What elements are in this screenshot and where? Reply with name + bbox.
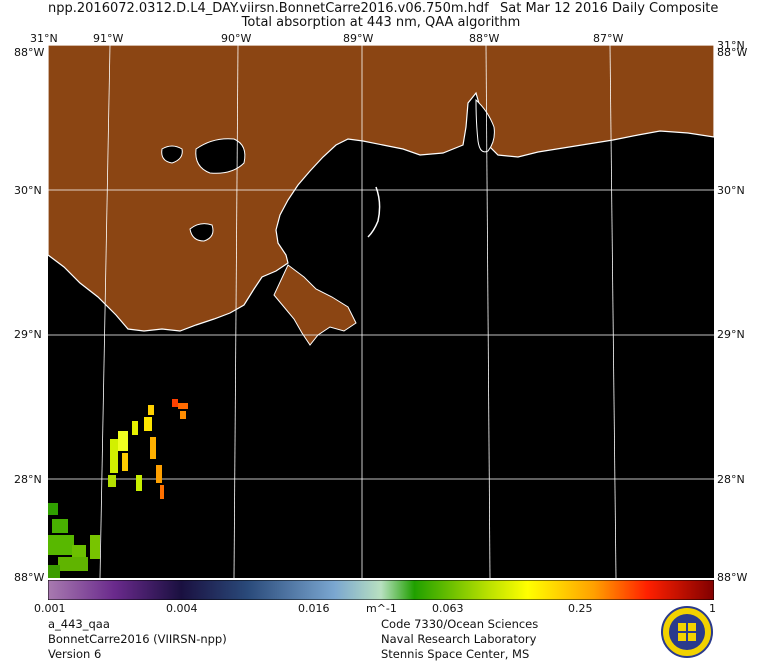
data-swath-low xyxy=(48,503,100,578)
file-name-title: npp.2016072.0312.D.L4_DAY.viirsn.BonnetC… xyxy=(48,1,489,16)
lake-maurepas xyxy=(161,145,183,164)
corner-label-top-right: 88°W xyxy=(717,46,748,59)
barrier-islands xyxy=(367,186,381,238)
lat-label-top-right: 31°N xyxy=(717,39,745,52)
lake-salvador xyxy=(189,223,214,242)
lat-label-29n-right: 29°N xyxy=(717,328,745,341)
colorbar-unit: m^-1 xyxy=(366,602,397,615)
lon-label-87w: 87°W xyxy=(593,32,624,45)
absorption-map xyxy=(48,45,714,578)
dataset-name: BonnetCarre2016 (VIIRSN-npp) xyxy=(48,632,227,646)
colorbar-tick-1: 0.004 xyxy=(166,602,198,615)
lat-label-30n-right: 30°N xyxy=(717,184,745,197)
lon-label-90w: 90°W xyxy=(221,32,252,45)
lat-label-29n-left: 29°N xyxy=(14,328,42,341)
colorbar-tick-5: 1 xyxy=(709,602,716,615)
colorbar-tick-0: 0.001 xyxy=(34,602,66,615)
river-delta xyxy=(273,264,357,346)
product-title: Total absorption at 443 nm, QAA algorith… xyxy=(241,15,521,30)
colorbar-tick-4: 0.25 xyxy=(568,602,593,615)
mobile-bay xyxy=(475,98,495,153)
graticule xyxy=(48,45,714,578)
data-swath-high xyxy=(108,399,188,499)
land-area xyxy=(48,45,714,332)
version-label: Version 6 xyxy=(48,647,102,661)
lon-label-91w: 91°W xyxy=(93,32,124,45)
lake-pontchartrain xyxy=(195,138,246,174)
lon-label-89w: 89°W xyxy=(343,32,374,45)
org-location: Stennis Space Center, MS xyxy=(381,647,530,661)
lat-label-30n-left: 30°N xyxy=(14,184,42,197)
lat-label-28n-right: 28°N xyxy=(717,473,745,486)
lat-label-top-left: 31°N xyxy=(30,32,58,45)
nrl-seal-logo xyxy=(661,606,713,658)
colorbar-tick-3: 0.063 xyxy=(432,602,464,615)
corner-label-top-left: 88°W xyxy=(14,46,45,59)
org-code: Code 7330/Ocean Sciences xyxy=(381,617,539,631)
lat-label-28n-left: 28°N xyxy=(14,473,42,486)
lon-label-88w: 88°W xyxy=(469,32,500,45)
colorbar-tick-2: 0.016 xyxy=(298,602,330,615)
colorbar xyxy=(48,580,714,600)
corner-label-bottom-right: 88°W xyxy=(717,571,748,584)
date-title: Sat Mar 12 2016 Daily Composite xyxy=(500,1,719,16)
org-name: Naval Research Laboratory xyxy=(381,632,537,646)
corner-label-bottom-left: 88°W xyxy=(14,571,45,584)
product-name: a_443_qaa xyxy=(48,617,110,631)
